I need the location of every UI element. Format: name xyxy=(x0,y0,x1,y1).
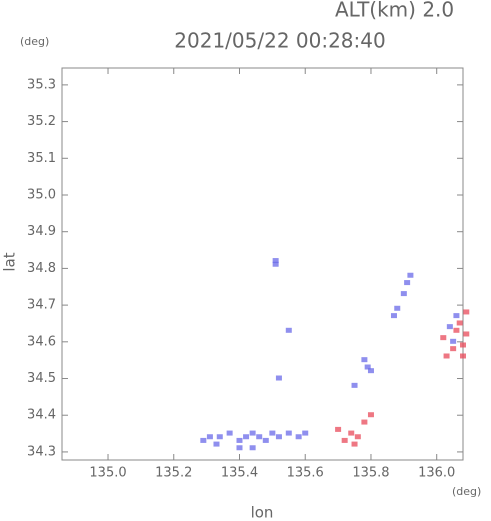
point xyxy=(285,430,292,436)
point xyxy=(200,437,207,443)
y-tick-label: 34.4 xyxy=(27,408,56,423)
point xyxy=(226,430,233,436)
point xyxy=(456,320,463,326)
point xyxy=(351,382,358,388)
y-tick-label: 34.7 xyxy=(27,298,56,313)
point xyxy=(463,309,470,315)
point xyxy=(453,327,460,333)
point xyxy=(460,353,466,359)
y-tick-label: 34.5 xyxy=(27,371,56,386)
point xyxy=(272,261,279,267)
point xyxy=(295,434,302,440)
point xyxy=(216,434,223,440)
y-tick-label: 34.6 xyxy=(27,334,56,349)
y-axis-label: lat xyxy=(1,252,19,271)
point xyxy=(302,430,309,436)
point xyxy=(243,434,250,440)
y-tick-label: 35.2 xyxy=(27,114,56,129)
point xyxy=(213,441,220,447)
point xyxy=(364,364,371,370)
point xyxy=(256,434,263,440)
point xyxy=(236,445,243,451)
point xyxy=(348,430,355,436)
point xyxy=(275,375,282,381)
point xyxy=(285,327,292,333)
point xyxy=(335,426,342,432)
x-tick-label: 135.2 xyxy=(155,466,192,481)
point xyxy=(351,441,358,447)
point xyxy=(275,434,282,440)
point xyxy=(361,419,368,425)
point xyxy=(341,437,348,443)
point xyxy=(404,280,411,286)
point xyxy=(400,291,407,297)
point xyxy=(354,434,361,440)
point xyxy=(450,346,457,352)
point xyxy=(249,430,256,436)
point xyxy=(236,437,243,443)
point xyxy=(460,342,466,348)
x-unit: (deg) xyxy=(452,485,481,498)
point xyxy=(367,368,374,374)
x-tick-label: 135.4 xyxy=(221,466,258,481)
point xyxy=(440,335,447,341)
y-tick-label: 35.0 xyxy=(27,187,56,202)
x-tick-label: 136.0 xyxy=(418,466,455,481)
point xyxy=(453,313,460,319)
point xyxy=(394,305,401,311)
x-tick-label: 135.8 xyxy=(352,466,389,481)
x-axis-label: lon xyxy=(251,504,274,521)
point xyxy=(269,430,276,436)
point xyxy=(262,437,269,443)
point xyxy=(443,353,450,359)
y-tick-label: 35.1 xyxy=(27,151,56,166)
y-tick-label: 34.9 xyxy=(27,224,56,239)
point xyxy=(272,258,279,264)
point xyxy=(450,338,457,344)
x-tick-label: 135.6 xyxy=(287,466,324,481)
y-tick-label: 35.3 xyxy=(27,77,56,92)
subtitle: ALT(km) 2.0 xyxy=(335,0,454,22)
y-tick-label: 34.8 xyxy=(27,261,56,276)
y-tick-label: 34.3 xyxy=(27,444,56,459)
point xyxy=(390,313,397,319)
chart-title: 2021/05/22 00:28:40 xyxy=(174,29,385,53)
point xyxy=(463,331,470,337)
point xyxy=(249,445,256,451)
x-tick-label: 135.0 xyxy=(89,466,126,481)
point xyxy=(361,357,368,363)
point xyxy=(446,324,453,330)
point xyxy=(206,434,213,440)
point xyxy=(367,412,374,418)
plot-frame xyxy=(61,67,464,461)
y-unit: (deg) xyxy=(20,35,49,48)
point xyxy=(407,272,414,278)
